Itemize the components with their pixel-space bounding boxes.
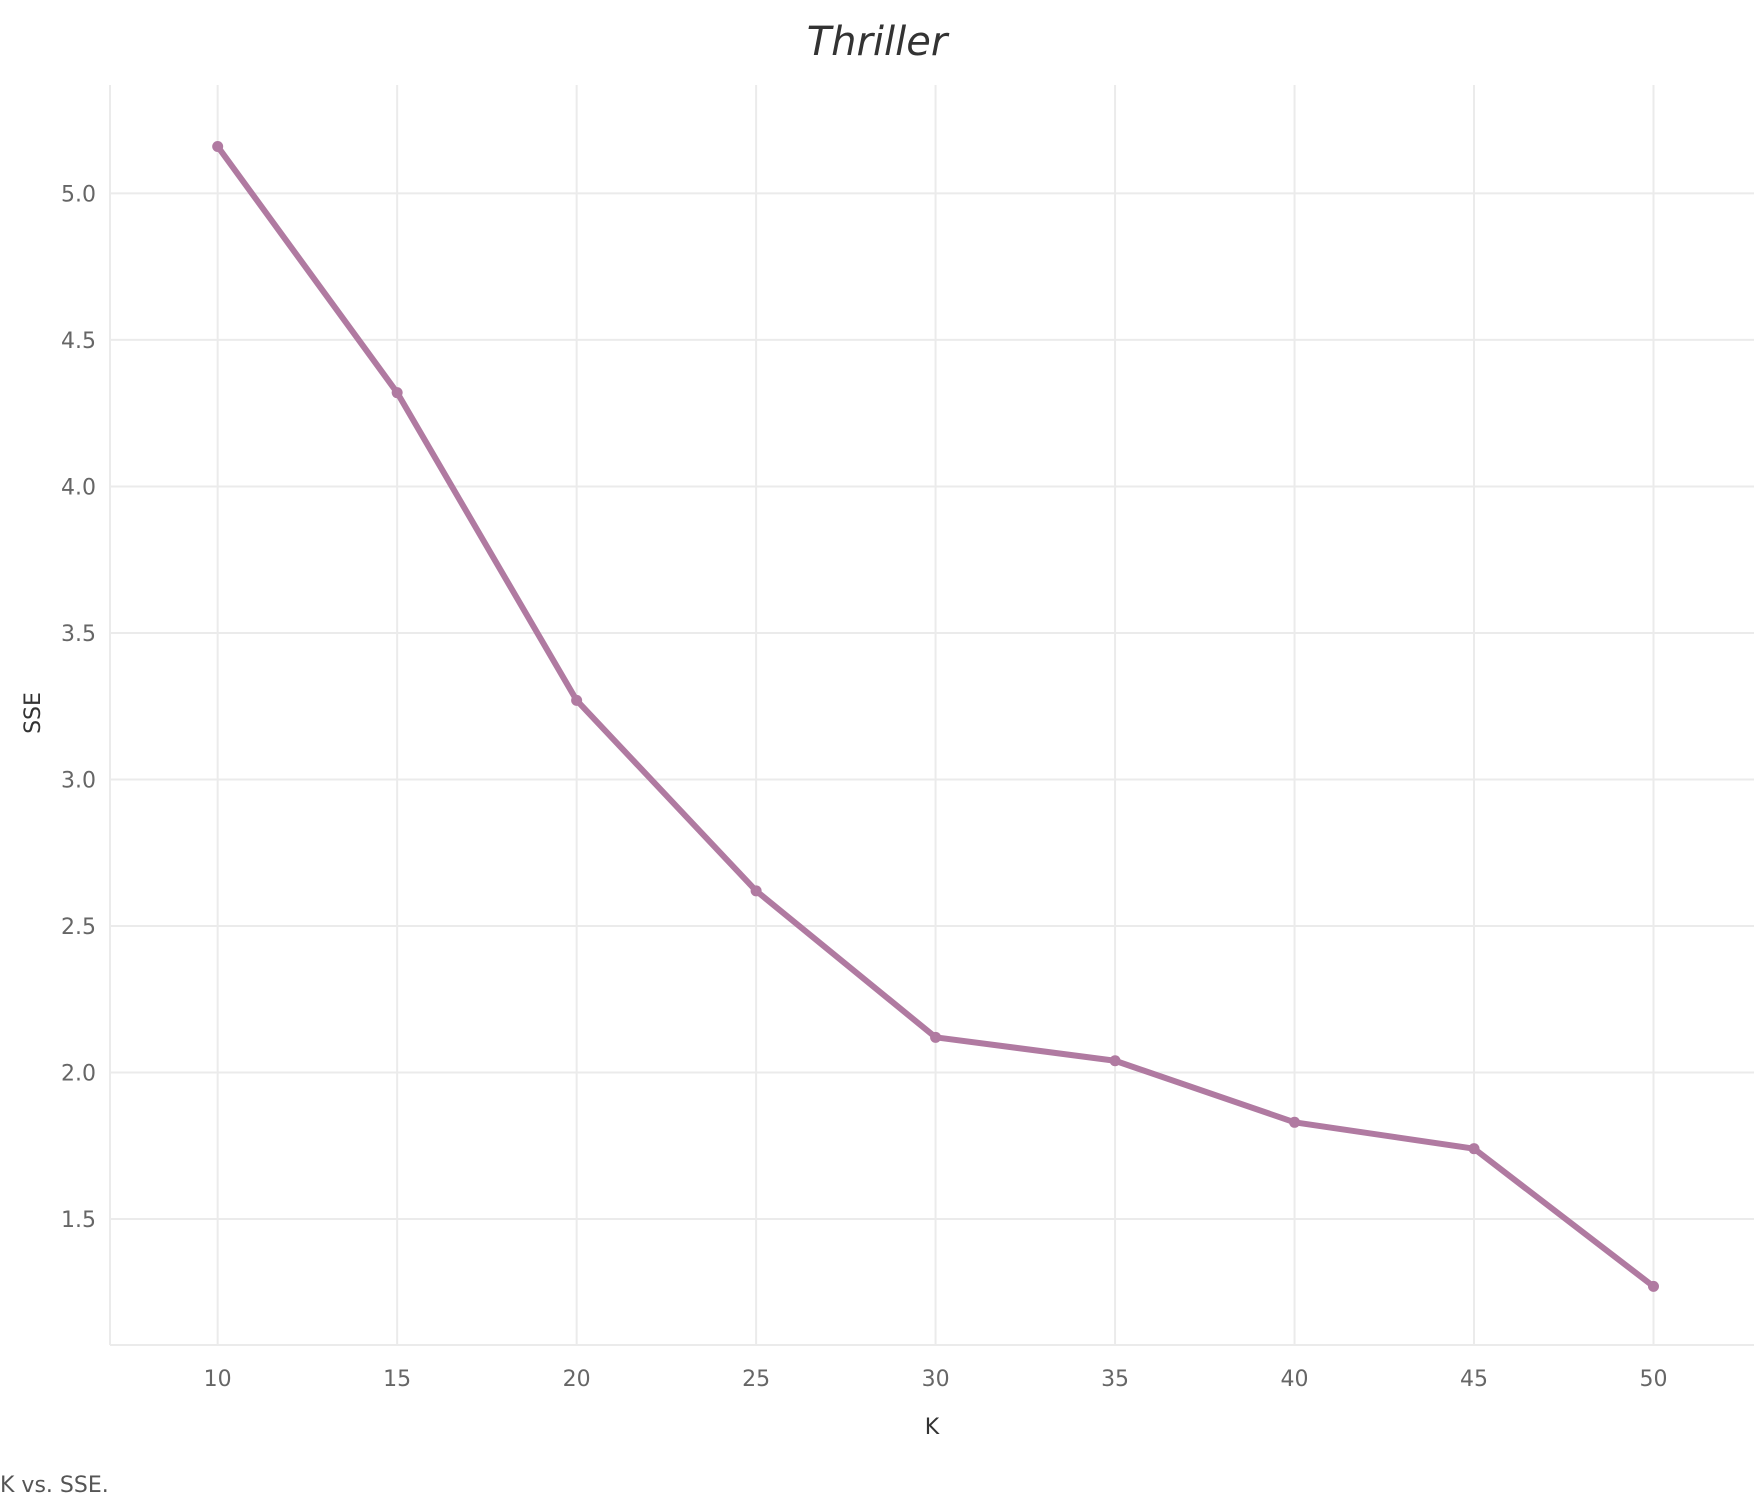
y-tick-label: 5.0 bbox=[61, 182, 96, 207]
y-tick-label: 1.5 bbox=[61, 1208, 96, 1233]
x-tick-label: 40 bbox=[1281, 1367, 1309, 1392]
data-point bbox=[571, 694, 583, 706]
x-tick-label: 15 bbox=[383, 1367, 411, 1392]
y-axis-label: SSE bbox=[21, 692, 46, 734]
x-tick-label: 30 bbox=[922, 1367, 950, 1392]
y-tick-label: 4.5 bbox=[61, 329, 96, 354]
x-tick-label: 35 bbox=[1101, 1367, 1129, 1392]
x-tick-label: 50 bbox=[1639, 1367, 1667, 1392]
x-axis-label: K bbox=[925, 1415, 940, 1440]
data-point bbox=[1289, 1116, 1301, 1128]
y-tick-label: 4.0 bbox=[61, 475, 96, 500]
y-tick-label: 3.0 bbox=[61, 768, 96, 793]
data-point bbox=[930, 1031, 942, 1043]
x-tick-label: 25 bbox=[742, 1367, 770, 1392]
data-point bbox=[1109, 1055, 1121, 1067]
data-point bbox=[1468, 1143, 1480, 1155]
x-tick-label: 45 bbox=[1460, 1367, 1488, 1392]
x-tick-label: 20 bbox=[563, 1367, 591, 1392]
figure-caption: K vs. SSE. bbox=[0, 1473, 109, 1498]
data-point bbox=[391, 387, 403, 399]
axis-ticks: 10 15 20 25 30 35 40 45 50 1.5 2.0 2.5 3.0 3.5 4.0 4.5 5… bbox=[61, 182, 1667, 1392]
y-tick-label: 2.0 bbox=[61, 1061, 96, 1086]
series-group bbox=[212, 141, 1659, 1292]
data-point bbox=[750, 885, 762, 897]
x-tick-label: 10 bbox=[204, 1367, 232, 1392]
chart-title: Thriller bbox=[807, 19, 950, 65]
grid bbox=[109, 85, 1754, 1346]
y-tick-label: 3.5 bbox=[61, 622, 96, 647]
y-tick-label: 2.5 bbox=[61, 915, 96, 940]
data-point bbox=[1647, 1280, 1659, 1292]
data-point bbox=[212, 141, 224, 153]
